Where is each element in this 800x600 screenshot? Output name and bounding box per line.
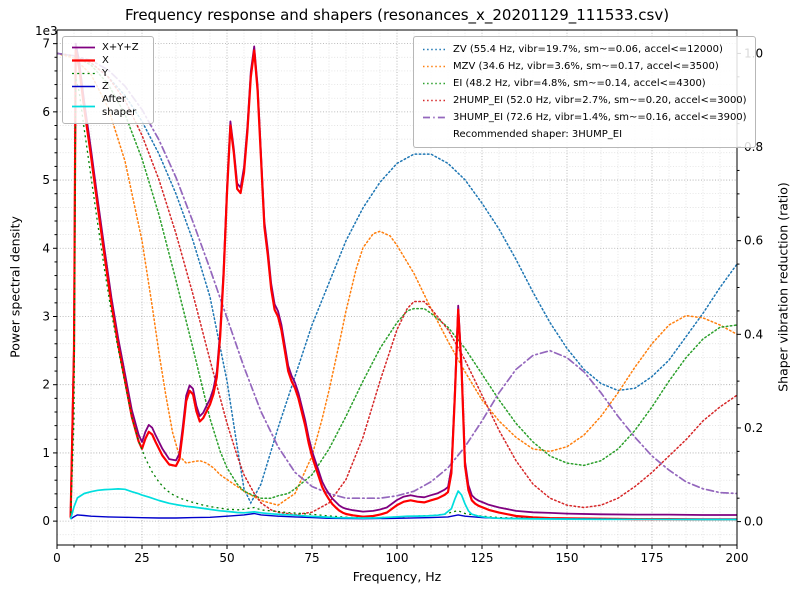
y-axis-label-left: Power spectral density — [7, 216, 23, 358]
y-left-tick-label: 3 — [42, 309, 50, 323]
legend-label: After shaper — [102, 94, 137, 118]
shaper-curves — [57, 52, 737, 516]
legend-line-swatch-3hump-ei — [423, 116, 446, 119]
legend-label: ZV (55.4 Hz, vibr=19.7%, sm~=0.06, accel… — [453, 44, 723, 55]
legend-line-swatch-mzv — [423, 65, 446, 68]
series-mzv — [57, 52, 737, 507]
y-right-tick-label: 0.4 — [744, 327, 763, 341]
grid-minor — [57, 29, 737, 545]
legend-label: 3HUMP_EI (72.6 Hz, vibr=1.4%, sm~=0.16, … — [453, 112, 747, 123]
x-tick-labels: 0 25 50 75 100 125 150 175 200 — [53, 551, 748, 565]
legend-psd-item-after-shaper: After shaper — [71, 93, 145, 119]
legend-line-swatch-after-shaper — [72, 105, 95, 107]
y-right-tick-label: 0.2 — [744, 421, 763, 435]
x-tick-label: 100 — [386, 551, 409, 565]
x-tick-label: 25 — [134, 551, 149, 565]
legend-shapers: ZV (55.4 Hz, vibr=19.7%, sm~=0.06, accel… — [413, 36, 756, 148]
x-tick-label: 0 — [53, 551, 61, 565]
y-left-tick-label: 5 — [42, 173, 50, 187]
x-tick-label: 125 — [471, 551, 494, 565]
legend-psd-item-x: X — [71, 54, 145, 67]
x-tick-label: 175 — [641, 551, 664, 565]
legend-line-swatch-x-y-z — [72, 46, 95, 49]
y-left-tick-labels: 0 1 2 3 4 5 6 7 — [42, 37, 50, 528]
legend-line-swatch-ei — [423, 82, 446, 85]
y-left-tick-label: 0 — [42, 514, 50, 528]
legend-shapers-item-mzv: MZV (34.6 Hz, vibr=3.6%, sm~=0.17, accel… — [422, 58, 747, 75]
y-left-tick-label: 1 — [42, 446, 50, 460]
legend-shapers-item-2hump-ei: 2HUMP_EI (52.0 Hz, vibr=2.7%, sm~=0.20, … — [422, 92, 747, 109]
legend-line-swatch-y — [72, 72, 95, 75]
x-tick-label: 150 — [556, 551, 579, 565]
legend-psd-item-y: Y — [71, 67, 145, 80]
legend-label: Z — [102, 81, 109, 92]
legend-label: X — [102, 55, 109, 66]
legend-label: X+Y+Z — [102, 42, 139, 53]
y-axis-offset-text: 1e3 — [35, 24, 58, 38]
series-ei — [57, 52, 737, 499]
legend-line-swatch-x — [72, 59, 95, 62]
series-zv — [57, 52, 737, 505]
series-after-shaper — [69, 488, 737, 521]
x-tick-label: 50 — [219, 551, 234, 565]
legend-shapers-item-3hump-ei: 3HUMP_EI (72.6 Hz, vibr=1.4%, sm~=0.16, … — [422, 109, 747, 126]
y-right-tick-label: 0.6 — [744, 234, 763, 248]
y-left-tick-label: 2 — [42, 378, 50, 392]
legend-line-swatch-zv — [423, 48, 446, 51]
chart-title: Frequency response and shapers (resonanc… — [124, 6, 670, 24]
legend-psd: X+Y+Z X Y Z After shaper — [62, 36, 154, 124]
y-axis-label-right: Shaper vibration reduction (ratio) — [775, 182, 791, 392]
legend-label: 2HUMP_EI (52.0 Hz, vibr=2.7%, sm~=0.20, … — [453, 95, 747, 106]
legend-line-swatch-z — [72, 85, 95, 88]
legend-label: EI (48.2 Hz, vibr=4.8%, sm~=0.14, accel<… — [453, 78, 706, 89]
legend-psd-item-z: Z — [71, 80, 145, 93]
x-tick-label: 75 — [304, 551, 319, 565]
y-left-tick-label: 7 — [42, 37, 50, 51]
x-tick-label: 200 — [726, 551, 749, 565]
legend-label: Y — [102, 68, 109, 79]
legend-psd-item-x-y-z: X+Y+Z — [71, 41, 145, 54]
series-3hump-ei — [57, 52, 737, 500]
legend-shapers-item-ei: EI (48.2 Hz, vibr=4.8%, sm~=0.14, accel<… — [422, 75, 747, 92]
legend-note-recommended-shaper: Recommended shaper: 3HUMP_EI — [453, 129, 623, 140]
y-left-tick-label: 6 — [42, 105, 50, 119]
psd-curves — [69, 42, 737, 521]
legend-line-swatch-2hump-ei — [423, 99, 446, 102]
y-right-tick-label: 0.0 — [744, 515, 763, 529]
x-axis-label: Frequency, Hz — [352, 569, 442, 584]
y-left-tick-label: 4 — [42, 241, 50, 255]
series-x — [69, 49, 737, 521]
legend-shapers-item-zv: ZV (55.4 Hz, vibr=19.7%, sm~=0.06, accel… — [422, 41, 747, 58]
legend-label: MZV (34.6 Hz, vibr=3.6%, sm~=0.17, accel… — [453, 61, 719, 72]
series-2hump-ei — [57, 52, 737, 516]
